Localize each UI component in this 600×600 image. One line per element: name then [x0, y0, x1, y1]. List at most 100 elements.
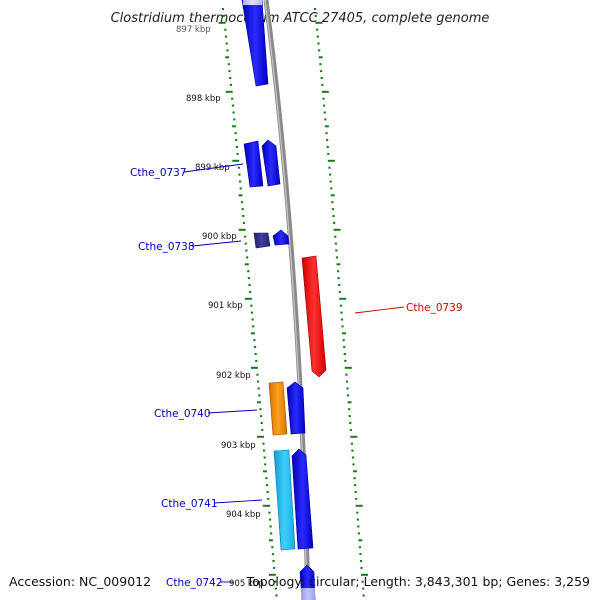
right-tick-mark [342, 339, 345, 342]
left-tick-mark [232, 111, 235, 114]
right-tick-mark [328, 166, 331, 169]
right-tick-mark [321, 83, 324, 86]
left-tick-mark [261, 428, 264, 431]
right-tick-mark [357, 532, 360, 535]
kbp-label-903: 903 kbp [221, 441, 256, 451]
kbp-label-900: 900 kbp [202, 232, 237, 242]
left-tick-mark [225, 56, 230, 59]
right-tick-mark [316, 28, 319, 31]
gene-glyph-top[interactable] [241, 0, 269, 87]
right-tick-mark [328, 173, 332, 176]
left-tick-mark [224, 35, 228, 38]
right-tick-mark [348, 408, 351, 411]
left-tick-mark [274, 580, 277, 583]
left-tick-mark [263, 456, 266, 459]
left-tick-mark [269, 525, 272, 528]
right-tick-mark [356, 511, 359, 514]
right-tick-mark [327, 159, 335, 162]
right-tick-mark [337, 277, 340, 280]
right-tick-mark [338, 284, 341, 286]
right-tick-mark [322, 97, 325, 100]
gene-label-cthe-0742[interactable]: Cthe_0742 [166, 577, 223, 589]
kbp-label-897: 897 kbp [176, 25, 211, 35]
right-tick-mark [334, 242, 337, 245]
right-tick-mark [320, 77, 323, 79]
right-tick-mark [332, 215, 335, 217]
left-tick-mark [241, 208, 244, 211]
right-tick-mark [341, 325, 344, 328]
left-tick-mark [235, 139, 238, 142]
right-tick-mark [324, 125, 329, 128]
right-tick-mark [351, 449, 354, 452]
right-tick-mark [354, 491, 357, 493]
right-tick-mark [333, 228, 341, 231]
right-tick-mark [356, 518, 359, 521]
right-tick-mark [324, 118, 327, 121]
left-tick-mark [238, 194, 243, 197]
right-tick-mark [337, 270, 340, 273]
right-tick-mark [319, 63, 322, 66]
left-tick-mark [257, 387, 260, 390]
left-tick-mark [239, 180, 242, 183]
gene-label-cthe-0741[interactable]: Cthe_0741 [161, 498, 218, 510]
right-tick-mark [355, 504, 363, 507]
right-tick-mark [348, 415, 351, 418]
right-tick-mark [327, 152, 330, 155]
gene-label-cthe-0738[interactable]: Cthe_0738 [138, 241, 195, 253]
gene-glyph-cthe-0740-blue[interactable] [286, 381, 306, 435]
kbp-label-905: 905 kbp [229, 579, 264, 589]
right-tick-mark [340, 318, 344, 321]
left-tick-mark [244, 242, 247, 245]
left-tick-mark [238, 173, 241, 176]
gene-glyph-cthe-0737-a[interactable] [243, 140, 264, 188]
gene-label-cthe-0737[interactable]: Cthe_0737 [130, 167, 187, 179]
left-tick-mark [221, 8, 225, 10]
left-tick-mark [251, 318, 254, 321]
left-tick-mark [259, 415, 263, 418]
right-tick-mark [330, 187, 333, 190]
left-tick-mark [228, 70, 231, 73]
gene-glyph-cthe-0741-blue[interactable] [291, 448, 314, 550]
gene-glyph-cthe-0738-b[interactable] [272, 229, 290, 246]
gene-glyphs [241, 0, 327, 600]
left-tick-mark [222, 14, 225, 17]
left-tick-mark [250, 311, 254, 314]
right-tick-mark [338, 290, 341, 293]
left-tick-mark [233, 118, 236, 121]
left-tick-mark [225, 42, 228, 45]
left-tick-mark [237, 166, 240, 169]
left-tick-mark [234, 132, 237, 135]
right-tick-mark [323, 104, 326, 107]
left-tick-mark [235, 146, 238, 148]
gene-label-cthe-0739[interactable]: Cthe_0739 [406, 302, 463, 314]
right-tick-mark [333, 221, 336, 224]
left-tick-mark [253, 346, 257, 349]
right-tick-mark [362, 594, 365, 597]
left-tick-mark [244, 263, 249, 266]
left-tick-mark [247, 277, 251, 280]
genome-info-text: Topology: circular; Length: 3,843,301 bp… [246, 574, 590, 589]
left-tick-mark [268, 511, 271, 514]
gene-glyph-cthe-0741-cyan[interactable] [273, 449, 296, 551]
right-tick-mark [339, 297, 347, 300]
right-tick-mark [318, 56, 323, 59]
gene-glyph-top-fade [243, 0, 262, 5]
gene-glyph-cthe-0739[interactable] [301, 255, 327, 378]
left-tick-mark [252, 325, 255, 328]
right-tick-mark [354, 484, 357, 487]
left-tick-mark [272, 560, 275, 562]
left-tick-mark [262, 504, 270, 507]
right-tick-mark [347, 401, 352, 404]
right-tick-mark [349, 422, 352, 424]
gene-glyph-cthe-0738-a[interactable] [253, 232, 271, 249]
gene-glyph-cthe-0740-orange[interactable] [268, 381, 288, 436]
left-tick-mark [244, 297, 252, 300]
left-tick-mark [262, 442, 265, 445]
left-tick-mark [229, 77, 232, 79]
right-tick-mark [331, 201, 334, 204]
right-tick-mark [323, 111, 326, 114]
right-tick-mark [345, 373, 348, 376]
gene-glyph-cthe-0737-b[interactable] [261, 139, 281, 187]
gene-label-cthe-0740[interactable]: Cthe_0740 [154, 408, 211, 420]
left-tick-mark [242, 221, 246, 224]
